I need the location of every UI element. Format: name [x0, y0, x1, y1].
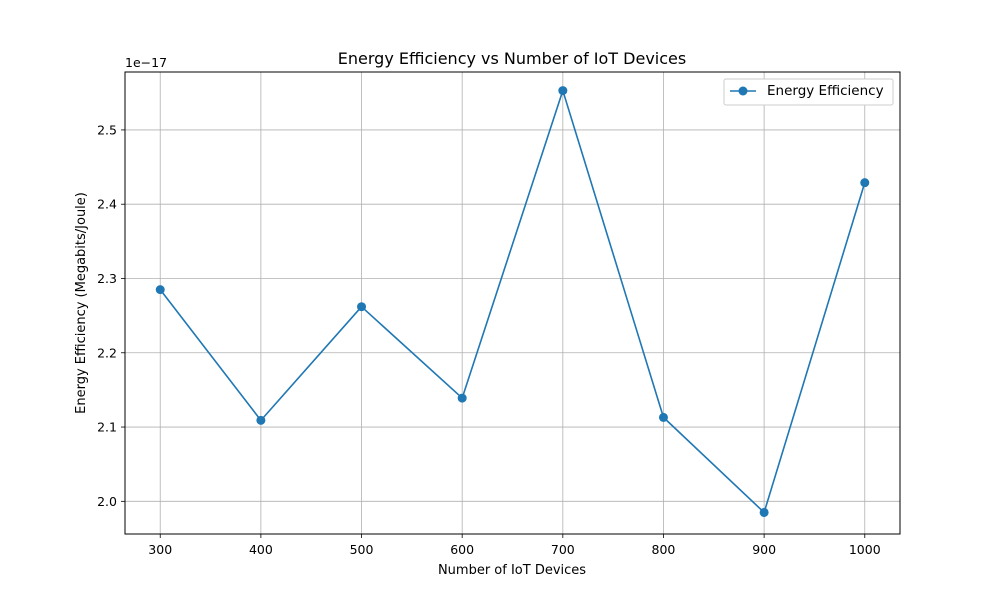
data-point: [860, 178, 870, 188]
y-tick-label: 2.4: [97, 197, 117, 212]
data-point: [759, 507, 769, 517]
y-offset-label: 1e−17: [125, 55, 167, 70]
plot-background: [125, 72, 900, 534]
legend: Energy Efficiency: [723, 78, 894, 106]
legend-box: [723, 78, 894, 106]
y-tick-label: 2.2: [97, 345, 117, 360]
data-point: [357, 302, 367, 312]
x-axis-label: Number of IoT Devices: [438, 563, 586, 578]
data-point: [256, 415, 266, 425]
data-point: [457, 393, 467, 403]
x-tick-label: 1000: [849, 542, 881, 557]
data-point: [658, 412, 668, 422]
y-tick-label: 2.1: [97, 420, 117, 435]
x-tick-label: 700: [551, 542, 575, 557]
chart-title: Energy Efficiency vs Number of IoT Devic…: [338, 49, 686, 68]
y-axis: 2.0 2.1 2.2 2.3 2.4 2.5: [97, 122, 125, 509]
x-tick-label: 800: [652, 542, 676, 557]
data-point: [558, 86, 568, 96]
x-tick-label: 900: [752, 542, 776, 557]
grid: [125, 72, 900, 534]
plot-frame: [124, 71, 901, 535]
y-tick-label: 2.5: [97, 122, 117, 137]
x-tick-label: 600: [450, 542, 474, 557]
series-line: [159, 89, 866, 514]
data-point: [155, 285, 165, 295]
y-tick-label: 2.3: [97, 271, 117, 286]
x-tick-label: 500: [350, 542, 374, 557]
legend-label: Energy Efficiency: [767, 83, 884, 99]
legend-marker: [738, 86, 748, 96]
y-tick-label: 2.0: [97, 494, 117, 509]
x-tick-label: 300: [148, 542, 172, 557]
x-axis: 300 400 500 600 700 800 900 1000: [148, 534, 881, 557]
x-tick-label: 400: [249, 542, 273, 557]
y-axis-label: Energy Efficiency (Megabits/Joule): [74, 192, 89, 414]
series-layer: [155, 86, 870, 517]
